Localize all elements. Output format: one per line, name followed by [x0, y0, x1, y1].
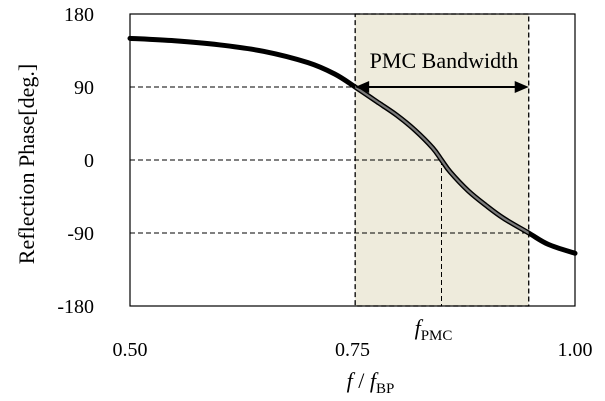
bandwidth-arrow-head-left — [355, 81, 370, 93]
y-tick-label: -180 — [57, 296, 94, 318]
pmc-bandwidth-label: PMC Bandwidth — [370, 48, 519, 73]
y-axis-title: Reflection Phase[deg.] — [14, 64, 39, 264]
fpmc-label: fPMC — [415, 315, 453, 344]
y-tick-label: 90 — [74, 77, 94, 99]
bandwidth-arrow-head-right — [514, 81, 529, 93]
fpmc-label-subscript: PMC — [421, 328, 453, 344]
y-tick-label: 0 — [84, 150, 94, 172]
x-tick-label: 1.00 — [558, 339, 593, 361]
x-axis-title-subscript: BP — [376, 381, 394, 397]
x-tick-label: 0.50 — [113, 339, 148, 361]
x-tick-label: 0.75 — [335, 339, 370, 361]
plot-area-frame — [129, 13, 576, 307]
fpmc-label-base: f — [415, 315, 424, 340]
y-tick-label: -90 — [67, 223, 94, 245]
y-tick-label: 180 — [64, 4, 94, 26]
x-axis-title: f / fBP — [347, 368, 395, 397]
x-axis-title-denominator: f — [370, 368, 379, 393]
x-axis-title-numerator: f — [347, 368, 356, 393]
phase-curve-band-segment — [355, 85, 529, 235]
x-axis-title-separator: / — [353, 368, 370, 393]
